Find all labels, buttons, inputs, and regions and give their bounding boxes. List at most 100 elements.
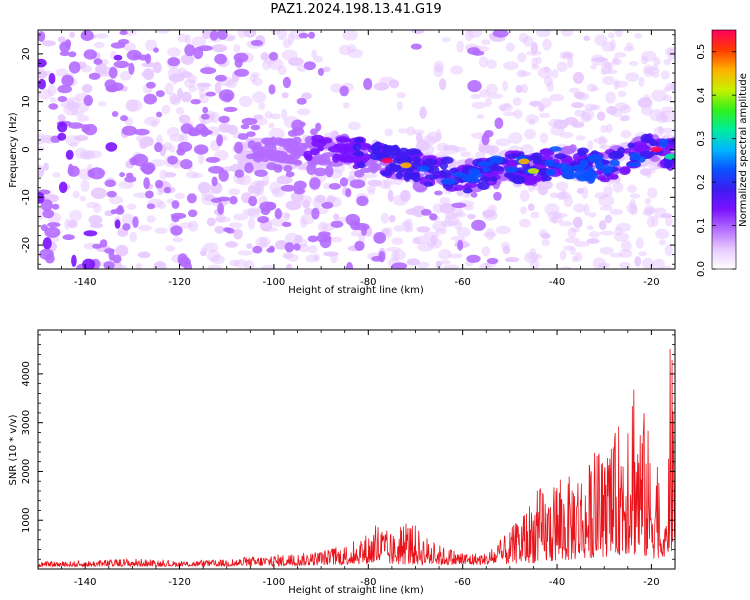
spectrogram-cell [152,61,162,74]
spectrogram-cell [57,36,66,43]
spectrogram-cell [229,195,238,205]
spectrogram-cell [530,42,539,55]
spectrogram-cell [554,153,567,160]
spectrogram-cell [268,122,275,129]
spectrogram-cell [614,102,629,111]
spectrogram-cell [296,260,303,268]
spectrogram-cell [170,225,183,236]
spectrogram-cell [354,137,364,144]
spectrogram-cell [68,61,81,74]
spectrogram-cell [486,257,499,265]
spectrogram-cell [368,63,383,73]
spectrogram-cell [539,132,549,144]
spectrogram-cell [197,45,213,52]
spectrogram-cell [242,208,259,216]
spectrogram-cell [392,157,400,164]
spectrogram-cell [549,146,562,152]
spectrogram-cell [393,249,406,261]
spectrogram-cell [252,153,264,163]
spectrogram-cell [665,82,675,91]
spectrogram-cell [609,208,623,216]
spectrogram-cell [649,109,665,122]
spectrogram-cell [388,215,396,223]
spectrogram-cell [257,216,269,224]
spectrogram-cell [608,151,623,160]
y-tick-label: 4000 [21,361,32,386]
spectrogram-cell [143,177,150,190]
spectrogram-cell [167,47,181,58]
spectrogram-cell [595,161,604,171]
spectrogram-cell [614,52,627,58]
spectrogram-cell [287,254,299,262]
spectrogram-cell [586,238,600,244]
spectrogram-cell [607,69,618,75]
spectrogram-cell [476,37,485,49]
spectrogram-cell [41,40,56,47]
spectrogram-cell [218,123,232,133]
spectrogram-cell [569,144,577,153]
spectrogram-cell [215,74,227,82]
y-tick-label: 0 [21,146,32,152]
spectrogram-cell [76,115,90,122]
spectrogram-cell [42,237,52,250]
spectrogram-cell [181,91,192,103]
spectrogram-cell [495,225,511,235]
spectrogram-cell [92,243,103,249]
spectrogram-cell [332,153,340,163]
spectrogram-cell [477,161,494,167]
spectrogram-cell [367,179,382,187]
spectrogram-cell [655,228,670,240]
spectrogram-cell [81,83,93,93]
spectrogram-cell [569,87,580,94]
snr-series-line [38,349,675,568]
spectrogram-cell [216,134,224,147]
spectrogram-cell [121,213,135,226]
spectrogram-cell [520,206,527,215]
spectrogram-cell [318,231,331,237]
spectrogram-cell [652,258,665,269]
spectrogram-cell [57,114,66,122]
spectrogram-cell [214,53,228,65]
spectrogram-cell [294,234,303,243]
spectrogram-cell [303,150,313,159]
spectrogram-cell [322,66,331,73]
spectrogram-cell [551,69,559,79]
spectrogram-cell [529,100,542,107]
spectrogram-cell [164,172,177,178]
spectrogram-cell [613,79,620,90]
spectrogram-cell [311,207,320,220]
spectrogram-cell [40,199,53,212]
spectrogram-cell [445,211,458,220]
spectrogram-cell [358,102,373,113]
spectrogram-cell [524,128,536,140]
spectrogram-cell [594,34,607,46]
spectrogram-cell [511,207,521,217]
spectrogram-cell [229,222,243,229]
spectrogram-cell [254,145,264,151]
spectrogram-cell [300,213,315,225]
spectrogram-cell [262,175,270,186]
spectrogram-cell [587,140,594,151]
spectrogram-cell [657,125,664,134]
spectrogram-cell [42,209,55,219]
spectrogram-cell [126,99,143,112]
spectrogram-cell [246,131,256,138]
spectrogram-cell [639,168,652,176]
spectrogram-cell [587,175,596,184]
spectrogram-cell [247,140,256,150]
colorbar-tick-label: 0.0 [696,261,707,277]
spectrogram-cell [561,171,578,180]
spectrogram-cell [49,97,57,103]
spectrogram-cell [363,173,378,179]
spectrogram-cell [637,176,644,189]
spectrogram-cell [227,35,235,42]
spectrogram-cell [311,138,327,148]
spectrogram-cell [238,95,253,108]
spectrogram-cell [486,59,497,70]
spectrogram-cell [253,114,264,120]
spectrogram-cell [103,261,115,269]
spectrogram-cell [65,101,80,112]
spectrogram-cell [225,241,238,248]
spectrogram-cell [241,117,258,126]
spectrogram-cell [626,162,641,167]
